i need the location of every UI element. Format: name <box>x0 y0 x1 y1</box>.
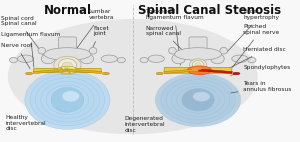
Ellipse shape <box>101 55 117 62</box>
Ellipse shape <box>188 66 212 75</box>
Ellipse shape <box>233 72 240 75</box>
Ellipse shape <box>9 57 17 63</box>
Text: Narrowed
spinal canal: Narrowed spinal canal <box>146 26 195 62</box>
Text: Thickened
ligamentum flavum: Thickened ligamentum flavum <box>146 9 203 65</box>
Ellipse shape <box>35 78 99 122</box>
Ellipse shape <box>57 92 78 107</box>
Text: Facet
hypertrophy: Facet hypertrophy <box>227 9 280 52</box>
Ellipse shape <box>193 92 210 101</box>
Ellipse shape <box>172 54 185 64</box>
Text: Spinal Canal Stenosis: Spinal Canal Stenosis <box>138 4 281 17</box>
FancyBboxPatch shape <box>164 67 232 73</box>
FancyArrow shape <box>164 69 198 74</box>
FancyArrow shape <box>67 69 102 74</box>
Text: Normal: Normal <box>44 4 92 17</box>
Ellipse shape <box>232 55 248 62</box>
Text: Degenerated
intervertebral
disc: Degenerated intervertebral disc <box>124 116 165 133</box>
Ellipse shape <box>155 73 241 127</box>
Ellipse shape <box>192 67 202 70</box>
Ellipse shape <box>62 62 72 69</box>
Ellipse shape <box>177 86 219 113</box>
Ellipse shape <box>52 89 83 111</box>
Ellipse shape <box>220 47 227 54</box>
Text: Healthy
intervertebral
disc: Healthy intervertebral disc <box>6 115 47 131</box>
Ellipse shape <box>140 57 148 63</box>
Ellipse shape <box>117 57 125 63</box>
Text: Herniated disc: Herniated disc <box>229 47 286 68</box>
Ellipse shape <box>169 47 176 54</box>
Ellipse shape <box>54 56 81 75</box>
Ellipse shape <box>182 89 214 111</box>
Ellipse shape <box>26 72 33 75</box>
Ellipse shape <box>188 93 209 106</box>
Text: Lumbar
vertebra: Lumbar vertebra <box>75 9 114 51</box>
FancyArrow shape <box>33 69 68 74</box>
FancyBboxPatch shape <box>189 37 207 49</box>
Ellipse shape <box>46 85 89 115</box>
Ellipse shape <box>58 59 76 72</box>
Ellipse shape <box>41 81 94 118</box>
Ellipse shape <box>89 47 97 54</box>
Ellipse shape <box>190 59 207 71</box>
Ellipse shape <box>57 66 78 74</box>
Text: Nerve root: Nerve root <box>1 43 32 69</box>
Ellipse shape <box>192 60 204 69</box>
FancyBboxPatch shape <box>58 37 76 49</box>
Ellipse shape <box>30 74 105 126</box>
Ellipse shape <box>161 76 235 123</box>
Ellipse shape <box>148 55 164 62</box>
Ellipse shape <box>62 91 79 102</box>
Ellipse shape <box>195 63 201 67</box>
Ellipse shape <box>44 48 91 60</box>
Ellipse shape <box>38 47 46 54</box>
FancyArrow shape <box>198 69 232 74</box>
Text: Facet
joint: Facet joint <box>88 26 109 56</box>
FancyBboxPatch shape <box>34 68 101 72</box>
Ellipse shape <box>17 55 34 62</box>
Ellipse shape <box>102 72 109 75</box>
Ellipse shape <box>248 57 256 63</box>
Ellipse shape <box>182 90 214 110</box>
Ellipse shape <box>193 96 203 103</box>
Ellipse shape <box>174 48 222 60</box>
Ellipse shape <box>25 70 110 129</box>
Text: Pinched
spinal nerve: Pinched spinal nerve <box>232 24 280 67</box>
Text: Ligamentum flavum: Ligamentum flavum <box>1 32 60 67</box>
Text: Spinal cord
Spinal canal: Spinal cord Spinal canal <box>1 16 49 62</box>
Ellipse shape <box>80 54 94 64</box>
Text: Tears in
annulus fibrosus: Tears in annulus fibrosus <box>231 81 292 93</box>
Ellipse shape <box>41 54 55 64</box>
Ellipse shape <box>171 83 225 117</box>
Ellipse shape <box>156 72 163 75</box>
Ellipse shape <box>8 19 258 134</box>
Ellipse shape <box>51 87 84 112</box>
Ellipse shape <box>62 96 73 104</box>
Text: Spondylophytes: Spondylophytes <box>231 65 291 75</box>
Ellipse shape <box>166 80 230 120</box>
Ellipse shape <box>211 54 224 64</box>
